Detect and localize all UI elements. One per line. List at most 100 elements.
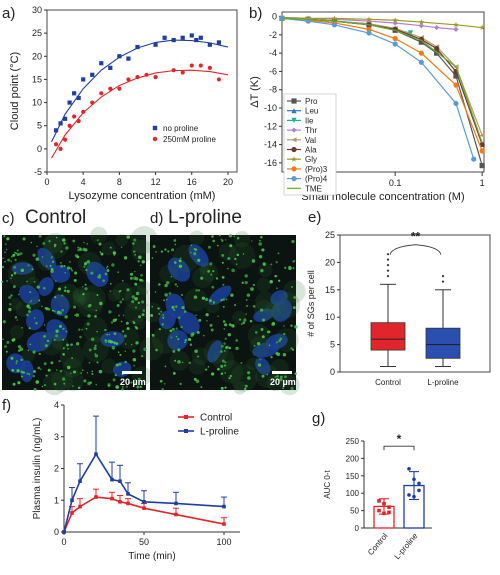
stress-granule <box>61 308 65 312</box>
stress-granule <box>121 388 124 391</box>
stress-granule <box>55 369 58 371</box>
stress-granule <box>247 371 251 375</box>
stress-granule <box>54 296 57 299</box>
y-tick-label: -16 <box>264 158 277 168</box>
stress-granule <box>5 248 8 251</box>
stress-granule <box>57 287 62 291</box>
data-point <box>366 16 372 22</box>
stress-granule <box>171 327 175 331</box>
stress-granule <box>220 350 223 353</box>
stress-granule <box>158 312 161 315</box>
stress-granule <box>70 372 72 375</box>
cytoplasm-haze <box>247 324 270 347</box>
stress-granule <box>91 370 94 373</box>
stress-granule <box>221 253 225 257</box>
panel-c: c) Control 20 µm <box>1 207 158 396</box>
stress-granule <box>133 276 137 280</box>
stress-granule <box>126 235 131 239</box>
cytoplasm-haze <box>233 231 251 248</box>
stress-granule <box>160 250 164 253</box>
stress-granule <box>193 377 197 381</box>
stress-granule <box>134 378 137 381</box>
stress-granule <box>20 268 25 273</box>
series-line <box>281 16 483 29</box>
stress-granule <box>80 372 82 374</box>
stress-granule <box>141 260 145 264</box>
stress-granule <box>122 330 125 333</box>
stress-granule <box>207 365 210 368</box>
stress-granule <box>187 337 192 342</box>
stress-granule <box>223 323 228 327</box>
stress-granule <box>276 287 278 290</box>
stress-granule <box>158 283 161 286</box>
stress-granule <box>260 328 264 331</box>
data-point <box>194 37 199 43</box>
stress-granule <box>207 269 211 273</box>
stress-granule <box>283 266 287 270</box>
stress-granule <box>223 342 226 345</box>
stress-granule <box>70 343 73 347</box>
cytoplasm-haze <box>79 284 106 312</box>
stress-granule <box>30 299 33 302</box>
stress-granule <box>225 298 228 301</box>
stress-granule <box>45 307 49 311</box>
nucleus <box>178 311 200 335</box>
stress-granule <box>26 372 29 375</box>
y-axis-label: ΔT (K) <box>249 76 261 108</box>
cytoplasm-haze <box>118 327 140 350</box>
legend-label: 250mM proline <box>163 135 216 144</box>
cytoplasm-haze <box>159 264 179 284</box>
nucleus <box>50 265 71 283</box>
stress-granule <box>247 376 251 380</box>
stress-granule <box>130 381 133 384</box>
data-point <box>67 123 72 128</box>
stress-granule <box>164 248 167 251</box>
stress-granule <box>65 246 69 250</box>
cytoplasm-haze <box>189 358 206 375</box>
stress-granule <box>140 273 143 277</box>
stress-granule <box>210 372 215 376</box>
stress-granule <box>55 334 59 338</box>
stress-granule <box>77 246 80 249</box>
y-axis-label: # of SGs per cell <box>306 270 316 337</box>
cytoplasm-haze <box>279 372 292 385</box>
stress-granule <box>164 293 168 297</box>
cytoplasm-haze <box>72 289 86 302</box>
stress-granule <box>258 255 263 259</box>
x-tick-label: 8 <box>117 177 122 187</box>
stress-granule <box>252 305 256 308</box>
stress-granule <box>77 386 81 390</box>
stress-granule <box>128 381 131 384</box>
stress-granule <box>236 253 240 257</box>
stress-granule <box>220 238 223 241</box>
legend-label: Pro <box>305 97 318 106</box>
stress-granule <box>223 327 226 330</box>
stress-granule <box>174 261 177 264</box>
stress-granule <box>141 300 145 304</box>
legend-label: Thr <box>305 126 317 135</box>
stress-granule <box>169 329 173 333</box>
nucleus <box>271 299 293 322</box>
y-axis-label: Cloud point (°C) <box>9 52 21 130</box>
y-tick-label: -5 <box>34 167 42 177</box>
stress-granule <box>266 330 270 334</box>
stress-granule <box>138 315 142 319</box>
stress-granule <box>134 325 137 329</box>
data-point <box>76 95 81 101</box>
stress-granule <box>216 244 219 247</box>
stress-granule <box>91 372 94 375</box>
stress-granule <box>173 239 177 242</box>
stress-granule <box>28 327 31 330</box>
lproline-title: L-proline <box>168 207 242 228</box>
nucleus <box>18 284 40 305</box>
stress-granule <box>137 260 140 263</box>
stress-granule <box>82 292 85 296</box>
outlier-point <box>386 269 390 272</box>
stress-granule <box>163 382 166 385</box>
stress-granule <box>31 268 34 271</box>
stress-granule <box>254 331 258 334</box>
stress-granule <box>75 313 79 317</box>
panel-e-letter: e) <box>308 209 321 226</box>
panel-f: f) 0 50 100 0 1 2 3 4 Time (min) Plasma insulin (… <box>2 397 240 562</box>
data-point <box>90 72 95 77</box>
